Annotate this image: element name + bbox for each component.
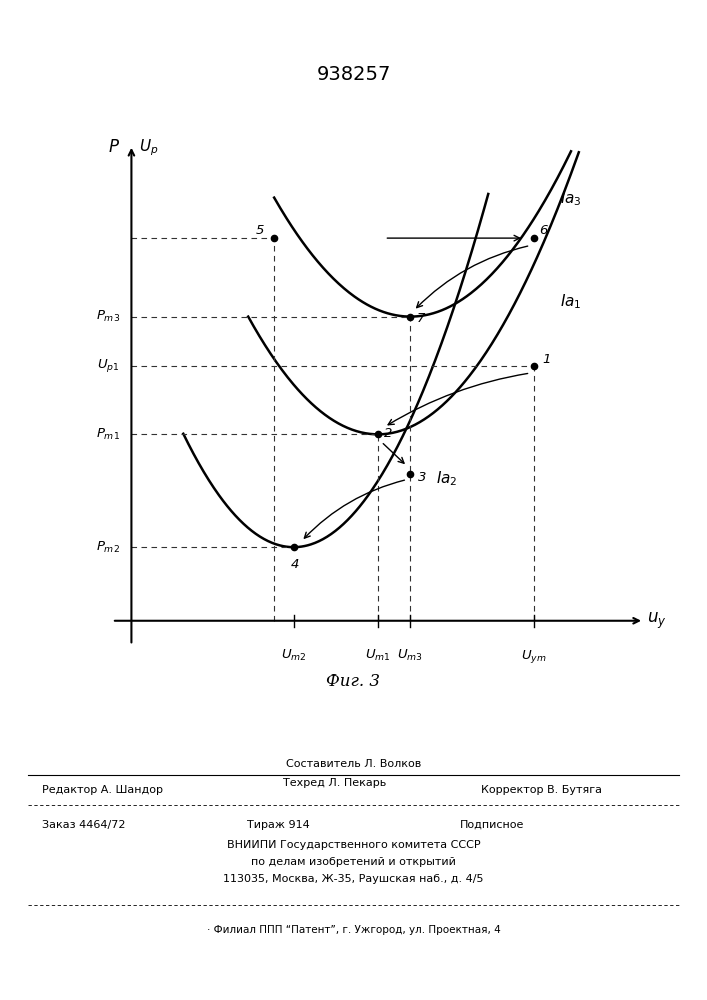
Text: $U_{m2}$: $U_{m2}$	[281, 648, 306, 663]
Text: P: P	[108, 138, 118, 156]
Text: $Ia_3$: $Ia_3$	[560, 190, 581, 208]
Text: по делам изобретений и открытий: по делам изобретений и открытий	[251, 857, 456, 867]
Text: $U_{p1}$: $U_{p1}$	[97, 357, 119, 374]
Text: 3: 3	[418, 471, 426, 484]
Text: $P_{m3}$: $P_{m3}$	[95, 309, 119, 324]
Text: 113035, Москва, Ж-35, Раушская наб., д. 4/5: 113035, Москва, Ж-35, Раушская наб., д. …	[223, 874, 484, 884]
Text: $U_{m3}$: $U_{m3}$	[397, 648, 423, 663]
Text: 6: 6	[539, 224, 547, 237]
Text: Корректор В. Бутяга: Корректор В. Бутяга	[481, 785, 602, 795]
Text: $P_{m2}$: $P_{m2}$	[96, 540, 119, 555]
Text: $u_y$: $u_y$	[647, 611, 667, 631]
Text: ВНИИПИ Государственного комитета СССР: ВНИИПИ Государственного комитета СССР	[227, 840, 480, 850]
Text: Заказ 4464/72: Заказ 4464/72	[42, 820, 126, 830]
Text: Подписное: Подписное	[460, 820, 524, 830]
Text: 1: 1	[542, 353, 551, 366]
Text: 938257: 938257	[316, 66, 391, 85]
Text: $U_{ym}$: $U_{ym}$	[521, 648, 547, 665]
Text: $Ia_1$: $Ia_1$	[560, 293, 581, 311]
Text: Фиг. 3: Фиг. 3	[327, 674, 380, 690]
Text: 5: 5	[256, 224, 264, 237]
Text: Редактор А. Шандор: Редактор А. Шандор	[42, 785, 163, 795]
Text: 2: 2	[385, 427, 393, 440]
Text: $U_{m1}$: $U_{m1}$	[365, 648, 391, 663]
Text: 4: 4	[291, 558, 299, 571]
Text: $P_{m1}$: $P_{m1}$	[95, 427, 119, 442]
Text: Составитель Л. Волков: Составитель Л. Волков	[286, 759, 421, 769]
Text: · Филиал ППП “Патент”, г. Ужгород, ул. Проектная, 4: · Филиал ППП “Патент”, г. Ужгород, ул. П…	[206, 925, 501, 935]
Text: 7: 7	[417, 312, 425, 325]
Text: Техред Л. Пекарь: Техред Л. Пекарь	[283, 778, 386, 788]
Text: $Ia_2$: $Ia_2$	[436, 469, 458, 488]
Text: $U_p$: $U_p$	[139, 137, 158, 158]
Text: Тираж 914: Тираж 914	[247, 820, 310, 830]
